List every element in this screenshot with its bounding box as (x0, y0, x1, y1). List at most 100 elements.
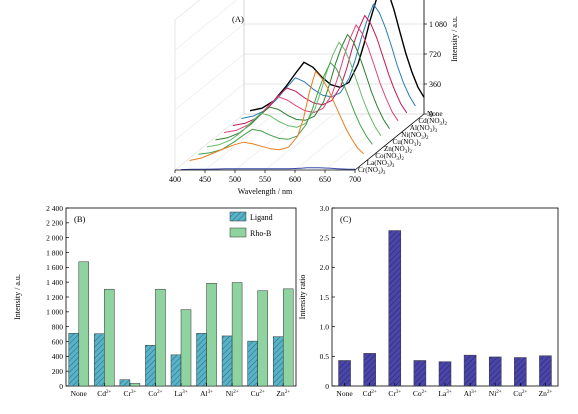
bar-rho-b-0 (78, 261, 90, 387)
y-tick-label: 720 (429, 50, 441, 59)
bar-ratio-3 (413, 360, 427, 387)
series-label-sub: 3 (378, 171, 381, 176)
floor-gridline (294, 113, 365, 171)
x-tick-label-base: Cr (123, 389, 131, 398)
y-tick-label: 1.5 (320, 293, 330, 302)
bar-rho-b-5 (206, 283, 217, 387)
series-label-sub: 3 (414, 143, 417, 148)
series-label-sub2: 2 (444, 122, 447, 127)
series-label-3: Ni(NO3)2 (401, 131, 429, 141)
x-tick-label: 450 (199, 175, 211, 184)
x-tick-label-base: None (336, 389, 353, 398)
series-line-1 (241, 3, 416, 119)
bar-ratio-6 (488, 356, 502, 387)
side-wall-gridline (174, 53, 245, 111)
x-tick-label-base: Ni (489, 389, 497, 398)
series-label-tail: ) (442, 117, 445, 125)
bar-rho-b-2 (129, 383, 141, 387)
series-label-sub: 3 (396, 157, 399, 162)
x-tick-label-sup: 2+ (371, 390, 377, 395)
series-label-sub2: 3 (435, 129, 438, 134)
y-tick-label: 1 080 (429, 20, 447, 29)
series-label-4: Cu(NO3)2 (393, 138, 422, 148)
series-label-base: Ni(NO (401, 131, 421, 139)
x-tick-label: Cr3+ (388, 389, 401, 398)
x-tick-label-sup: 2+ (522, 390, 528, 395)
x-tick-label-base: Cd (363, 389, 372, 398)
x-tick-label-base: None (71, 389, 88, 398)
y-tick-label: 1 000 (46, 308, 63, 317)
floor-gridline (234, 113, 305, 171)
bar-ligand-4 (170, 354, 182, 387)
x-tick-label: 700 (349, 175, 361, 184)
x-tick-label: Co2+ (148, 389, 162, 398)
bar-ligand-5 (196, 333, 207, 387)
y-tick-label: 1.0 (320, 322, 330, 331)
x-tick-label-base: Ni (226, 389, 234, 398)
series-line-5 (206, 41, 382, 148)
bar-ratio-1 (363, 353, 376, 387)
bar-ratio-8 (539, 355, 552, 387)
y-tick-label: 1 200 (46, 293, 63, 302)
y-tick-label: 2 200 (46, 219, 63, 228)
legend-label-0: Ligand (250, 213, 273, 222)
panel-b-bar-chart: 0 200 400 600 800 1 000 1 200 1 400 1 600 1 800 2 … (13, 204, 297, 398)
x-tick-label: Ni2+ (489, 389, 502, 398)
y-tick-label: 0 (59, 382, 63, 391)
x-tick-label-base: Cu (513, 389, 522, 398)
x-tick-label: Co2+ (413, 389, 427, 398)
series-label-sub2: 3 (383, 171, 386, 176)
panel-label: (C) (340, 214, 352, 224)
series-label-base: La(NO (367, 159, 387, 167)
x-tick-label: 600 (289, 175, 301, 184)
series-label-7: La(NO3)3 (367, 159, 395, 169)
x-tick-label: Al3+ (464, 389, 477, 398)
x-tick-label-base: Al (200, 389, 208, 398)
series-label-6: Co(NO3)2 (375, 152, 404, 162)
y-tick-label: 1 800 (46, 248, 63, 257)
side-wall-gridline (174, 0, 201, 21)
bar-rho-b-7 (257, 290, 268, 387)
floor-gridline (204, 113, 275, 171)
series-line-6 (198, 61, 373, 155)
series-line-8 (180, 167, 356, 171)
series-label-base: Cd(NO (418, 117, 439, 125)
x-tick-label: Al3+ (200, 389, 213, 398)
x-tick-label-base: Cr (388, 389, 396, 398)
x-tick-label-sup: 2+ (233, 390, 239, 395)
bar-ratio-2 (388, 230, 402, 387)
x-tick-label-sup: 2+ (106, 390, 112, 395)
series-label-tail: ) (432, 124, 435, 132)
bar-ligand-8 (272, 336, 284, 387)
y-tick-label: 360 (429, 80, 441, 89)
x-tick-label-base: Co (413, 389, 422, 398)
x-tick-label-sup: 2+ (496, 390, 502, 395)
series-label-sub2: 2 (401, 157, 404, 162)
x-tick-label: La3+ (438, 389, 451, 398)
series-label-base: Cr(NO (358, 166, 378, 174)
x-tick-label-sup: 3+ (131, 390, 137, 395)
x-tick-label-sup: 2+ (157, 390, 163, 395)
bar-ligand-0 (68, 333, 80, 387)
y-tick-label: 400 (52, 352, 64, 361)
bar-rho-b-3 (155, 288, 166, 387)
y-tick-label: 600 (52, 337, 64, 346)
legend-label-1: Rho-B (250, 229, 271, 238)
series-label-base: Cu(NO (393, 138, 414, 146)
series-label-sub2: 2 (419, 143, 422, 148)
bar-ligand-3 (145, 344, 156, 387)
series-label-2: Al(NO3)3 (410, 124, 438, 134)
y-tick-label: 3.0 (320, 204, 330, 213)
x-tick-label-base: Zn (276, 389, 285, 398)
x-tick-label: La3+ (174, 389, 187, 398)
bar-ligand-1 (94, 333, 105, 387)
x-tick-label-sup: 3+ (446, 390, 452, 395)
x-tick-label-sup: 3+ (182, 390, 188, 395)
x-tick-label-base: Zn (539, 389, 548, 398)
side-wall-gridline (174, 0, 238, 51)
y-tick-label: 2.5 (320, 233, 330, 242)
series-label-tail: ) (416, 138, 419, 146)
y-axis-label: Intensity / a.u. (13, 274, 22, 320)
series-label-1: Cd(NO3)2 (418, 117, 447, 127)
panel-a-waterfall-chart: NoneCd(NO3)2Al(NO3)3Ni(NO3)2Cu(NO3)2Zn(N… (169, 0, 459, 196)
